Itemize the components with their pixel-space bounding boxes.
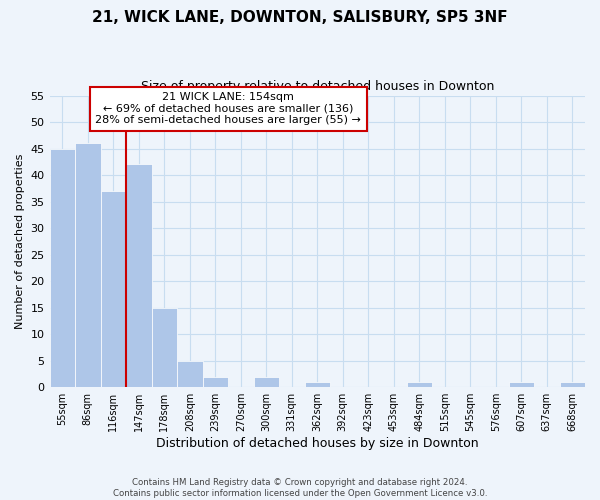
Bar [407,382,432,387]
X-axis label: Distribution of detached houses by size in Downton: Distribution of detached houses by size … [156,437,479,450]
Bar [101,191,126,387]
Bar [560,382,585,387]
Bar [254,376,279,387]
Bar [203,376,228,387]
Text: Contains HM Land Registry data © Crown copyright and database right 2024.
Contai: Contains HM Land Registry data © Crown c… [113,478,487,498]
Bar [50,148,75,387]
Bar [75,144,101,387]
Text: 21 WICK LANE: 154sqm
← 69% of detached houses are smaller (136)
28% of semi-deta: 21 WICK LANE: 154sqm ← 69% of detached h… [95,92,361,126]
Y-axis label: Number of detached properties: Number of detached properties [15,154,25,329]
Bar [305,382,330,387]
Bar [177,360,203,387]
Text: 21, WICK LANE, DOWNTON, SALISBURY, SP5 3NF: 21, WICK LANE, DOWNTON, SALISBURY, SP5 3… [92,10,508,25]
Bar [152,308,177,387]
Title: Size of property relative to detached houses in Downton: Size of property relative to detached ho… [140,80,494,93]
Bar [509,382,534,387]
Bar [126,164,152,387]
